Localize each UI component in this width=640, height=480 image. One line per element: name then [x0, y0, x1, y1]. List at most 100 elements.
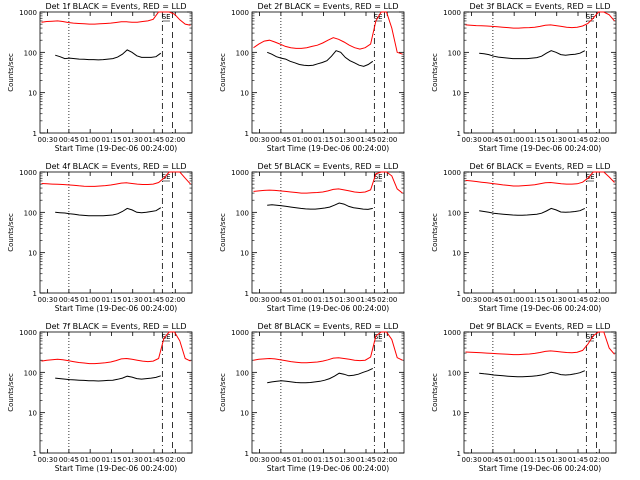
- y-tick-label: 1000: [443, 169, 461, 177]
- x-axis-label: Start Time (19-Dec-06 00:24:00): [267, 304, 389, 313]
- annotation-label: SE: [162, 173, 171, 181]
- x-axis-label: Start Time (19-Dec-06 00:24:00): [479, 464, 601, 473]
- y-tick-label: 1000: [231, 9, 249, 17]
- y-axis-label: Counts/sec: [7, 213, 15, 252]
- y-axis-label: Counts/sec: [431, 373, 439, 412]
- x-tick-label: 01:30: [547, 136, 567, 144]
- x-tick-label: 02:00: [165, 136, 185, 144]
- panel-title: Det 9f BLACK = Events, RED = LLD: [469, 322, 610, 331]
- x-tick-label: 00:30: [250, 296, 270, 304]
- y-tick-label: 1000: [19, 9, 37, 17]
- x-axis-label: Start Time (19-Dec-06 00:24:00): [479, 304, 601, 313]
- y-tick-label: 100: [236, 49, 249, 57]
- x-tick-label: 00:45: [483, 136, 503, 144]
- annotation-label: SE: [374, 173, 383, 181]
- x-tick-label: 00:45: [271, 456, 291, 464]
- x-tick-label: 01:30: [123, 456, 143, 464]
- events-series-line: [55, 375, 161, 382]
- y-tick-label: 10: [240, 410, 249, 418]
- y-axis-label: Counts/sec: [431, 53, 439, 92]
- y-tick-label: 100: [448, 369, 461, 377]
- x-tick-label: 00:45: [271, 296, 291, 304]
- x-axis-label: Start Time (19-Dec-06 00:24:00): [55, 304, 177, 313]
- y-tick-label: 10: [28, 250, 37, 258]
- lld-series-line: [41, 11, 191, 26]
- y-axis-label: Counts/sec: [219, 373, 227, 412]
- annotation-label: SE: [162, 333, 171, 341]
- x-tick-label: 01:15: [525, 296, 545, 304]
- x-tick-label: 00:45: [59, 136, 79, 144]
- x-tick-label: 01:15: [101, 296, 121, 304]
- y-tick-label: 100: [24, 209, 37, 217]
- annotation-label: SE: [586, 13, 595, 21]
- detector-panel: Det 5f BLACK = Events, RED = LLD 1 10 100 10…: [219, 162, 405, 313]
- events-series-line: [55, 49, 162, 61]
- annotation-label: SE: [586, 333, 595, 341]
- x-tick-label: 01:30: [335, 456, 355, 464]
- plot-frame: [463, 171, 617, 294]
- detector-panel: Det 1f BLACK = Events, RED = LLD 1 10 100 10…: [7, 2, 193, 153]
- y-tick-label: 100: [448, 209, 461, 217]
- x-axis-label: Start Time (19-Dec-06 00:24:00): [267, 464, 389, 473]
- x-tick-label: 01:15: [525, 456, 545, 464]
- x-tick-label: 02:00: [589, 296, 609, 304]
- detector-panel: Det 9f BLACK = Events, RED = LLD 1 10 100 10…: [431, 322, 617, 473]
- lld-series-line: [465, 331, 615, 356]
- y-tick-label: 1: [245, 290, 249, 298]
- y-tick-label: 1: [457, 290, 461, 298]
- x-tick-label: 00:45: [59, 296, 79, 304]
- y-tick-label: 10: [452, 90, 461, 98]
- y-tick-label: 1000: [231, 169, 249, 177]
- x-tick-label: 01:15: [313, 296, 333, 304]
- x-tick-label: 01:30: [123, 296, 143, 304]
- plot-frame: [251, 331, 405, 454]
- x-tick-label: 02:00: [165, 296, 185, 304]
- detector-panel: Det 6f BLACK = Events, RED = LLD 1 10 100 10…: [431, 162, 617, 313]
- plot-frame: [39, 331, 193, 454]
- x-tick-label: 01:45: [568, 456, 588, 464]
- panel-title: Det 1f BLACK = Events, RED = LLD: [45, 2, 186, 11]
- y-tick-label: 1: [457, 130, 461, 138]
- x-tick-label: 01:15: [525, 136, 545, 144]
- y-tick-label: 10: [28, 410, 37, 418]
- x-tick-label: 01:00: [80, 136, 100, 144]
- panel-title: Det 6f BLACK = Events, RED = LLD: [469, 162, 610, 171]
- x-tick-label: 00:30: [38, 136, 58, 144]
- detector-panel: Det 2f BLACK = Events, RED = LLD 1 10 100 10…: [219, 2, 405, 153]
- lld-series-line: [41, 171, 191, 187]
- x-tick-label: 01:45: [356, 136, 376, 144]
- detector-panel: Det 3f BLACK = Events, RED = LLD 1 10 100 10…: [431, 2, 617, 153]
- y-axis-label: Counts/sec: [219, 53, 227, 92]
- panel-title: Det 3f BLACK = Events, RED = LLD: [469, 2, 610, 11]
- x-tick-label: 00:45: [483, 296, 503, 304]
- detector-panel: Det 8f BLACK = Events, RED = LLD 1 10 100 10…: [219, 322, 405, 473]
- x-tick-label: 01:45: [144, 136, 164, 144]
- x-tick-label: 01:30: [123, 136, 143, 144]
- panel-title: Det 5f BLACK = Events, RED = LLD: [257, 162, 398, 171]
- x-tick-label: 01:45: [144, 296, 164, 304]
- x-tick-label: 02:00: [377, 136, 397, 144]
- x-tick-label: 02:00: [589, 456, 609, 464]
- panel-title: Det 2f BLACK = Events, RED = LLD: [257, 2, 398, 11]
- y-tick-label: 1: [33, 450, 37, 458]
- y-tick-label: 1: [245, 130, 249, 138]
- y-tick-label: 10: [452, 410, 461, 418]
- x-tick-label: 01:00: [292, 456, 312, 464]
- plot-frame: [463, 11, 617, 134]
- y-tick-label: 10: [28, 90, 37, 98]
- x-tick-label: 02:00: [377, 296, 397, 304]
- lld-series-line: [253, 11, 403, 55]
- x-tick-label: 01:45: [144, 456, 164, 464]
- x-tick-label: 00:45: [483, 456, 503, 464]
- plot-frame: [251, 11, 405, 134]
- y-tick-label: 100: [448, 49, 461, 57]
- y-tick-label: 1000: [19, 329, 37, 337]
- events-series-line: [267, 367, 374, 384]
- x-tick-label: 00:30: [462, 296, 482, 304]
- x-tick-label: 01:00: [504, 456, 524, 464]
- detector-panel: Det 7f BLACK = Events, RED = LLD 1 10 100 10…: [7, 322, 193, 473]
- events-series-line: [479, 207, 586, 216]
- y-tick-label: 1000: [443, 9, 461, 17]
- x-tick-label: 01:15: [101, 456, 121, 464]
